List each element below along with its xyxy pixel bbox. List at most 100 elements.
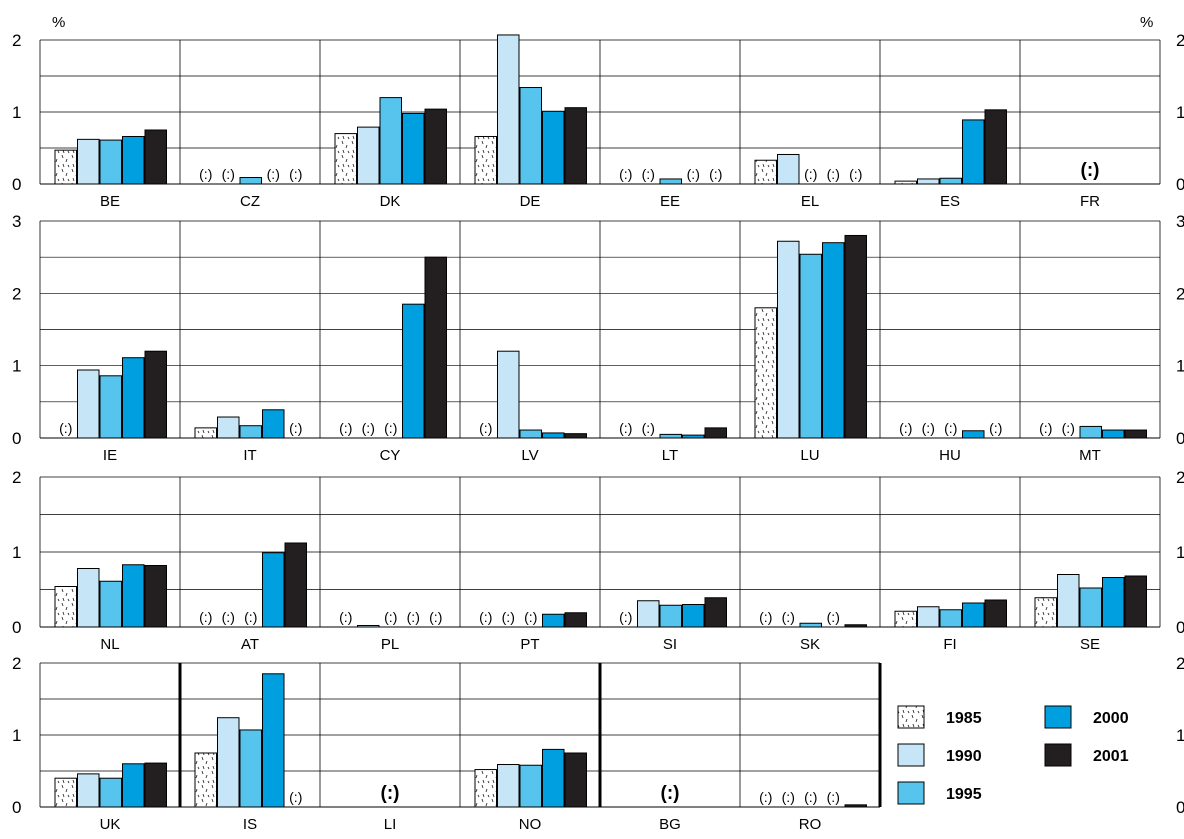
legend-swatch-1995 xyxy=(897,781,925,805)
y-tick-label-right: 2 xyxy=(1176,31,1184,50)
y-tick-label: 0 xyxy=(12,175,21,194)
missing-label: (:) xyxy=(407,609,420,625)
bar-ie-2000 xyxy=(122,357,145,439)
x-tick-label: PL xyxy=(381,636,399,653)
bar-pt-2000 xyxy=(542,613,565,628)
bar-cy-2001 xyxy=(424,256,447,439)
panel-si: SI (:) xyxy=(619,597,727,653)
bar-be-1990 xyxy=(77,138,100,185)
bar-fi-2001 xyxy=(984,599,1007,628)
panel-lt: LT (:) (:) xyxy=(619,420,727,464)
x-tick-label: CZ xyxy=(240,193,260,210)
x-tick-label: IS xyxy=(243,816,257,833)
panel-sk: SK (:) (:) (:) xyxy=(759,609,867,653)
y-tick-label: 2 xyxy=(12,284,21,303)
bar-ie-1990 xyxy=(77,369,100,439)
missing-label: (:) xyxy=(222,166,235,182)
missing-label: (:) xyxy=(429,609,442,625)
missing-label: (:) xyxy=(827,789,840,805)
panel-el: EL (:) (:) (:) xyxy=(754,153,862,210)
bar-fi-1985 xyxy=(894,610,917,628)
bar-nl-1985 xyxy=(54,586,77,628)
x-tick-label: SI xyxy=(663,636,677,653)
bar-lu-2001 xyxy=(844,234,867,439)
y-tick-label: 1 xyxy=(12,726,21,745)
y-tick-label-right: 1 xyxy=(1176,357,1184,376)
bar-es-2001 xyxy=(984,109,1007,185)
y-tick-label: 1 xyxy=(12,103,21,122)
missing-label: (:) xyxy=(244,609,257,625)
panel-pt: PT (:) (:) (:) xyxy=(479,609,587,653)
missing-label: (:) xyxy=(804,789,817,805)
missing-label: (:) xyxy=(199,609,212,625)
missing-label: (:) xyxy=(1081,160,1100,181)
x-tick-label: BE xyxy=(100,193,120,210)
bar-fi-1995 xyxy=(939,609,962,628)
panel-ee: EE (:) (:) (:) (:) xyxy=(619,166,722,210)
panel-nl: NL xyxy=(54,564,167,653)
panel-ro: RO (:) (:) (:) (:) xyxy=(759,789,867,833)
bar-lu-2000 xyxy=(822,242,845,439)
x-tick-label: NL xyxy=(100,636,119,653)
y-tick-label: 2 xyxy=(12,654,21,673)
missing-label: (:) xyxy=(922,420,935,436)
bar-no-2000 xyxy=(542,748,565,808)
bar-es-1995 xyxy=(939,177,962,185)
bar-si-2000 xyxy=(682,604,705,628)
panel-row-1: 0 0 1 1 2 2 BE CZ (:) (:) (:) (:) DK DE EE (:) (:) (:) (:)… xyxy=(12,31,1184,210)
missing-label: (:) xyxy=(479,420,492,436)
bar-nl-1990 xyxy=(77,568,100,628)
panel-pl: PL (:) (:) (:) (:) xyxy=(339,609,442,653)
bar-ee-1995 xyxy=(659,178,682,185)
missing-label: (:) xyxy=(759,789,772,805)
bar-nl-1995 xyxy=(99,580,122,628)
bar-se-2000 xyxy=(1102,577,1125,628)
bar-ie-2001 xyxy=(144,350,167,439)
bar-no-2001 xyxy=(564,752,587,808)
x-tick-label: MT xyxy=(1079,447,1101,464)
panel-se: SE xyxy=(1034,574,1147,653)
bar-pt-2001 xyxy=(564,612,587,628)
y-tick-label-right: 3 xyxy=(1176,212,1184,231)
y-tick-label-right: 1 xyxy=(1176,543,1184,562)
y-tick-label-right: 1 xyxy=(1176,103,1184,122)
panel-row-2: 0 0 1 1 2 2 3 3 IE (:) IT (:) CY (:) (:) (:) LV (:) LT (:) (… xyxy=(12,212,1184,464)
bar-fi-1990 xyxy=(917,606,940,628)
missing-label: (:) xyxy=(944,420,957,436)
panel-li: LI (:) xyxy=(381,783,400,833)
legend-label-1995: 1995 xyxy=(946,786,982,803)
bar-sk-1995 xyxy=(799,622,822,628)
bar-mt-2000 xyxy=(1102,429,1125,439)
legend-swatch-1985 xyxy=(897,705,925,729)
legend-label-1990: 1990 xyxy=(946,748,982,765)
bar-de-1985 xyxy=(474,135,497,185)
x-tick-label: SE xyxy=(1080,636,1100,653)
missing-label: (:) xyxy=(687,166,700,182)
missing-label: (:) xyxy=(267,166,280,182)
panel-de: DE xyxy=(474,34,587,210)
bar-uk-2000 xyxy=(122,763,145,808)
y-tick-label: 0 xyxy=(12,429,21,448)
panel-at: AT (:) (:) (:) xyxy=(199,542,307,653)
bar-uk-1995 xyxy=(99,777,122,808)
bar-se-2001 xyxy=(1124,575,1147,628)
x-tick-label: LU xyxy=(800,447,819,464)
x-tick-label: LI xyxy=(384,816,397,833)
bar-dk-1995 xyxy=(379,97,402,185)
bar-de-2001 xyxy=(564,107,587,185)
panel-cy: CY (:) (:) (:) xyxy=(339,256,447,464)
missing-label: (:) xyxy=(619,420,632,436)
missing-label: (:) xyxy=(661,783,680,804)
panel-be: BE xyxy=(54,129,167,210)
bar-lv-1990 xyxy=(497,350,520,439)
bar-lu-1990 xyxy=(777,240,800,439)
bar-si-1990 xyxy=(637,600,660,628)
x-tick-label: UK xyxy=(100,816,121,833)
bar-dk-1990 xyxy=(357,126,380,185)
missing-label: (:) xyxy=(339,420,352,436)
bar-dk-1985 xyxy=(334,133,357,185)
bar-no-1985 xyxy=(474,769,497,808)
bar-cz-1995 xyxy=(239,177,262,185)
bar-be-1995 xyxy=(99,139,122,185)
x-tick-label: HU xyxy=(939,447,961,464)
